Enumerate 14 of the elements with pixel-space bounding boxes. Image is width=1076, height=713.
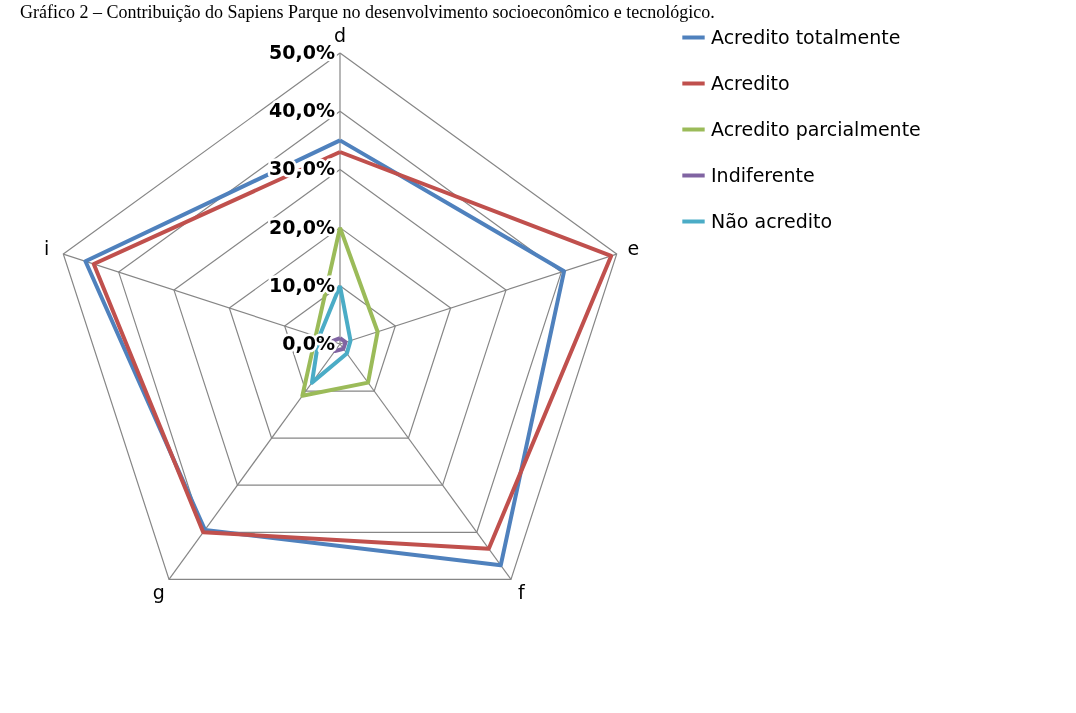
spoke-label: g (152, 581, 165, 604)
spoke-label: i (44, 236, 50, 259)
y-tick-label: 20,0% (269, 215, 335, 238)
spoke-label: f (517, 581, 526, 604)
spoke-label: d (333, 23, 347, 46)
chart-title: Gráfico 2 – Contribuição do Sapiens Parque no desenvolvimento socioeconômico e tecnológico. (20, 2, 715, 22)
y-tick-label: 40,0% (269, 99, 335, 122)
legend-label: Acredito (711, 71, 790, 94)
spoke-label: e (627, 236, 640, 259)
legend-label: Indiferente (711, 163, 815, 186)
y-tick-label: 50,0% (269, 41, 335, 64)
legend-label: Acredito totalmente (711, 25, 901, 48)
legend-label: Acredito parcialmente (711, 117, 921, 140)
legend-label: Não acredito (711, 209, 833, 232)
